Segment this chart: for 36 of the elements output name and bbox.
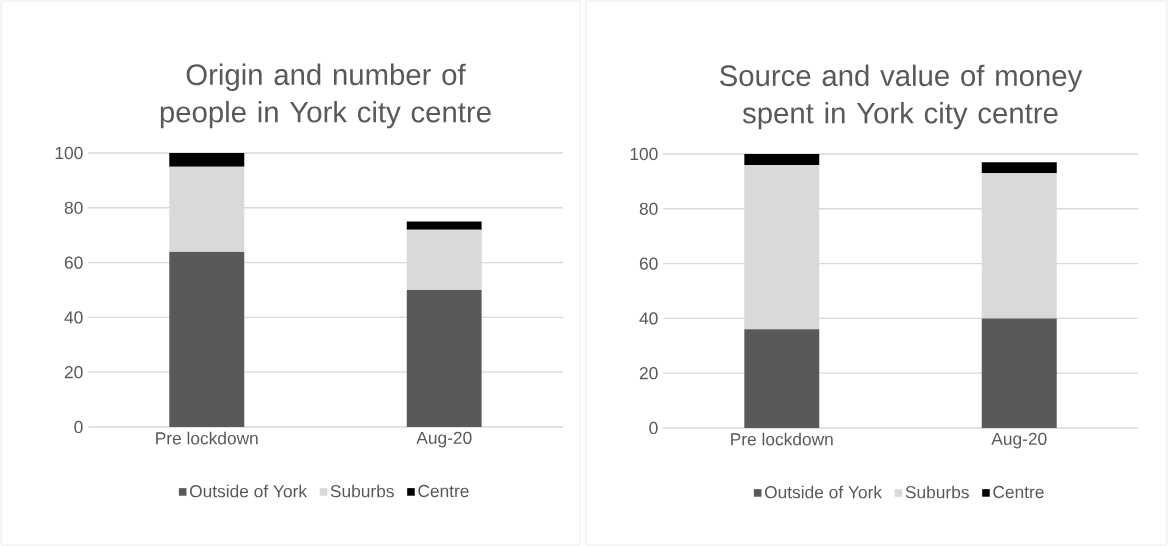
bar — [406, 289, 482, 427]
bar — [169, 152, 245, 167]
y-tick-label: 40 — [64, 311, 83, 324]
bar — [981, 162, 1057, 174]
y-tick-label: 20 — [639, 367, 658, 380]
y-tick-label: 100 — [55, 146, 83, 160]
legend-label: Outside of York — [764, 485, 883, 499]
legend-label: Outside of York — [189, 484, 308, 498]
legend-label: Centre — [993, 485, 1044, 499]
y-tick-label: 100 — [630, 147, 658, 161]
bar — [744, 329, 820, 428]
legend-label: Centre — [418, 484, 469, 498]
y-tick-label: 60 — [639, 257, 658, 270]
bar — [981, 318, 1057, 428]
bar — [169, 166, 245, 252]
chart-title: Origin and number of people in York city centre — [160, 63, 491, 129]
x-tick-label: Pre lockdown — [731, 432, 833, 446]
bar — [744, 164, 820, 330]
bar — [169, 251, 245, 427]
y-tick-label: 0 — [649, 421, 658, 435]
bar — [981, 173, 1057, 319]
y-tick-label: 60 — [64, 256, 83, 269]
bar — [406, 229, 482, 290]
legend-label: Suburbs — [330, 484, 394, 498]
x-tick-label: Aug-20 — [991, 432, 1047, 449]
chart-title: Source and value of money spent in York city centre — [720, 64, 1083, 130]
y-tick-label: 0 — [74, 420, 83, 434]
y-tick-label: 40 — [639, 312, 658, 325]
x-tick-label: Pre lockdown — [156, 431, 258, 445]
bar — [406, 221, 482, 230]
legend-label: Suburbs — [905, 485, 969, 499]
bar — [744, 153, 820, 165]
y-tick-label: 80 — [639, 202, 658, 215]
y-tick-label: 20 — [64, 366, 83, 379]
x-tick-label: Aug-20 — [416, 431, 472, 448]
y-tick-label: 80 — [64, 201, 83, 214]
